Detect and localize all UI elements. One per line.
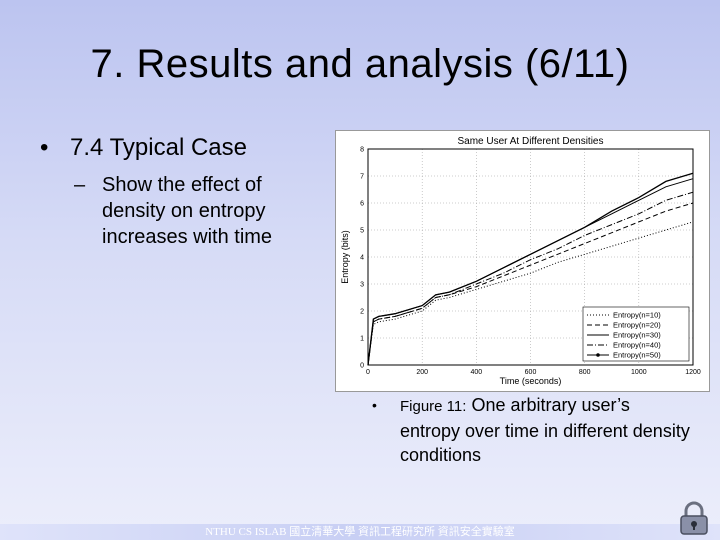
y-tick-label: 1: [360, 336, 364, 343]
y-tick-label: 6: [360, 201, 364, 208]
legend-label: Entropy(n=40): [613, 341, 661, 350]
y-axis-label: Entropy (bits): [340, 230, 350, 284]
y-tick-label: 5: [360, 228, 364, 235]
legend-label: Entropy(n=10): [613, 311, 661, 320]
footer-text: NTHU CS ISLAB 國立清華大學 資訊工程研究所 資訊安全實驗室: [205, 526, 515, 538]
series-line-4: [367, 191, 694, 366]
caption-bullet-icon: •: [372, 397, 377, 413]
chart-svg: Same User At Different Densities 0 200 400 6…: [340, 136, 701, 386]
x-tick-label: 1000: [631, 369, 647, 376]
legend-label: Entropy(n=50): [613, 351, 661, 360]
x-tick-label: 400: [470, 369, 482, 376]
lock-icon: [680, 501, 708, 535]
x-tick-label: 800: [579, 369, 591, 376]
y-tick-label: 3: [360, 282, 364, 289]
legend-marker: [596, 353, 600, 357]
bullet-text: 7.4 Typical Case: [70, 134, 247, 161]
y-tick-label: 4: [360, 255, 364, 262]
caption-text: One arbitrary user’s entropy over time i…: [400, 395, 690, 465]
x-axis-label: Time (seconds): [500, 376, 562, 386]
legend-box: [582, 306, 690, 362]
chart-title: Same User At Different Densities: [458, 136, 604, 147]
y-tick-label: 2: [360, 309, 364, 316]
bullet-dot-icon: •: [40, 134, 49, 161]
y-tick-label: 0: [360, 363, 364, 370]
footer-bar: [0, 524, 720, 540]
legend-label: Entropy(n=20): [613, 321, 661, 330]
y-tick-label: 8: [360, 147, 364, 154]
series-line-1: [367, 221, 694, 366]
caption-label: Figure 11:: [400, 398, 467, 415]
y-tick-label: 7: [360, 174, 364, 181]
legend-label: Entropy(n=30): [613, 331, 661, 340]
x-tick-label: 600: [525, 369, 537, 376]
series-line-5: [367, 178, 694, 366]
slide-title: 7. Results and analysis (6/11): [90, 42, 630, 86]
sub-bullet-text: Show the effect of density on entropy in…: [102, 174, 273, 248]
plot-frame: [367, 148, 694, 366]
x-tick-label: 0: [366, 369, 370, 376]
x-tick-label: 1200: [685, 369, 701, 376]
dash-icon: –: [74, 174, 86, 196]
x-tick-label: 200: [416, 369, 428, 376]
entropy-chart: Same User At Different Densities 0 200 400 6…: [335, 130, 710, 392]
